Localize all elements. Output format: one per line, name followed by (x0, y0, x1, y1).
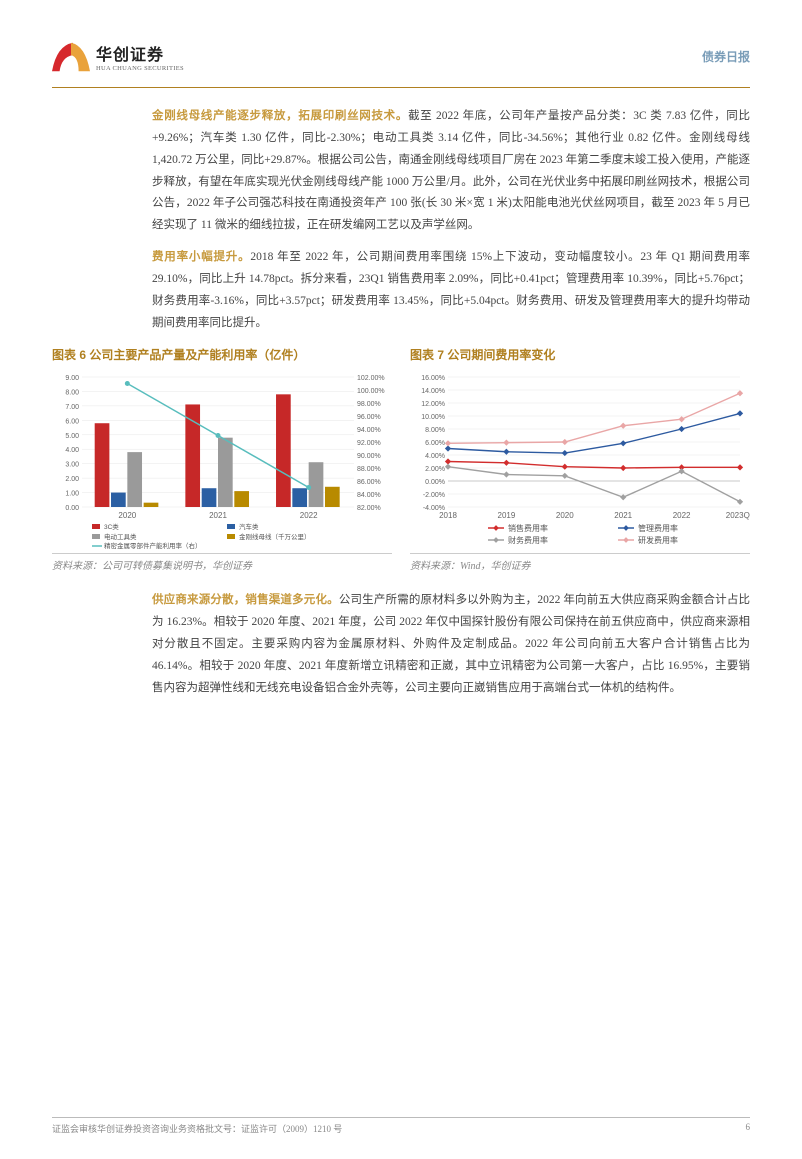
company-logo: 华创证券 HUA CHUANG SECURITIES (52, 38, 184, 76)
svg-text:2020: 2020 (118, 511, 136, 520)
paragraph-3: 供应商来源分散，销售渠道多元化。公司生产所需的原材料多以外购为主，2022 年向… (152, 590, 750, 699)
svg-text:90.00%: 90.00% (357, 453, 381, 460)
svg-text:金刚线母线（千万公里）: 金刚线母线（千万公里） (239, 532, 311, 541)
svg-text:14.00%: 14.00% (421, 388, 445, 395)
chart6-svg: 0.00 1.00 2.00 3.00 4.00 5.00 6.00 7.00 8.00 9.00… (52, 369, 392, 549)
svg-text:管理费用率: 管理费用率 (638, 523, 678, 533)
svg-text:5.00: 5.00 (65, 433, 79, 440)
svg-text:6.00: 6.00 (65, 419, 79, 426)
svg-text:88.00%: 88.00% (357, 466, 381, 473)
svg-text:92.00%: 92.00% (357, 440, 381, 447)
svg-text:84.00%: 84.00% (357, 492, 381, 499)
svg-text:16.00%: 16.00% (421, 375, 445, 382)
svg-text:2021: 2021 (614, 511, 632, 520)
logo-text-cn: 华创证券 (96, 41, 184, 65)
charts-row: 图表 6 公司主要产品产量及产能利用率（亿件） 0.00 1.00 2.00 3.00… (52, 346, 750, 572)
svg-text:2021: 2021 (209, 511, 227, 520)
chart7-title: 图表 7 公司期间费用率变化 (410, 346, 750, 363)
svg-text:8.00: 8.00 (65, 390, 79, 397)
para1-body: 截至 2022 年底，公司年产量按产品分类：3C 类 7.83 亿件，同比+9.… (152, 110, 750, 231)
svg-text:0.00%: 0.00% (425, 479, 445, 486)
svg-text:4.00: 4.00 (65, 448, 79, 455)
chart6-title: 图表 6 公司主要产品产量及产能利用率（亿件） (52, 346, 392, 363)
document-type: 债券日报 (702, 48, 750, 65)
chart7-svg: -4.00%-2.00%0.00%2.00%4.00%6.00%8.00%10.… (410, 369, 750, 549)
para1-lead: 金刚线母线产能逐步释放，拓展印刷丝网技术。 (152, 110, 408, 122)
svg-text:2022: 2022 (300, 511, 318, 520)
logo-text-en: HUA CHUANG SECURITIES (96, 65, 184, 72)
svg-text:8.00%: 8.00% (425, 427, 445, 434)
svg-text:电动工具类: 电动工具类 (104, 532, 137, 541)
svg-text:-2.00%: -2.00% (423, 492, 445, 499)
svg-text:82.00%: 82.00% (357, 505, 381, 512)
paragraph-1: 金刚线母线产能逐步释放，拓展印刷丝网技术。截至 2022 年底，公司年产量按产品… (152, 106, 750, 237)
svg-text:2.00%: 2.00% (425, 466, 445, 473)
svg-text:4.00%: 4.00% (425, 453, 445, 460)
chart7-source: 资料来源：Wind，华创证券 (410, 553, 750, 572)
svg-text:2020: 2020 (556, 511, 574, 520)
svg-text:102.00%: 102.00% (357, 375, 385, 382)
footer-page-num: 6 (746, 1122, 751, 1135)
svg-text:86.00%: 86.00% (357, 479, 381, 486)
svg-text:汽车类: 汽车类 (239, 522, 259, 531)
svg-text:7.00: 7.00 (65, 404, 79, 411)
svg-text:10.00%: 10.00% (421, 414, 445, 421)
svg-text:财务费用率: 财务费用率 (508, 535, 548, 545)
svg-text:6.00%: 6.00% (425, 440, 445, 447)
para3-lead: 供应商来源分散，销售渠道多元化。 (152, 594, 339, 606)
svg-text:2018: 2018 (439, 511, 457, 520)
page-footer: 证监会审核华创证券投资咨询业务资格批文号：证监许可（2009）1210 号 6 (52, 1117, 750, 1135)
svg-text:3.00: 3.00 (65, 462, 79, 469)
svg-text:2022: 2022 (673, 511, 691, 520)
svg-text:2.00: 2.00 (65, 477, 79, 484)
svg-text:2023Q1: 2023Q1 (726, 511, 750, 520)
footer-left: 证监会审核华创证券投资咨询业务资格批文号：证监许可（2009）1210 号 (52, 1122, 342, 1135)
svg-text:9.00: 9.00 (65, 375, 79, 382)
svg-text:96.00%: 96.00% (357, 414, 381, 421)
paragraph-2: 费用率小幅提升。2018 年至 2022 年，公司期间费用率围绕 15%上下波动… (152, 247, 750, 334)
svg-text:12.00%: 12.00% (421, 401, 445, 408)
svg-text:0.00: 0.00 (65, 505, 79, 512)
svg-text:3C类: 3C类 (104, 522, 119, 531)
svg-text:100.00%: 100.00% (357, 388, 385, 395)
svg-text:销售费用率: 销售费用率 (508, 523, 548, 533)
svg-text:精密金属零部件产能利用率（右）: 精密金属零部件产能利用率（右） (104, 541, 202, 549)
svg-text:2019: 2019 (498, 511, 516, 520)
page-header: 华创证券 HUA CHUANG SECURITIES 债券日报 (52, 26, 750, 88)
para3-body: 公司生产所需的原材料多以外购为主，2022 年向前五大供应商采购金额合计占比为 … (152, 594, 750, 693)
logo-mark-icon (52, 38, 90, 76)
svg-text:1.00: 1.00 (65, 491, 79, 498)
para2-lead: 费用率小幅提升。 (152, 251, 250, 263)
chart6-source: 资料来源：公司可转债募集说明书，华创证券 (52, 553, 392, 572)
svg-text:研发费用率: 研发费用率 (638, 535, 678, 545)
svg-text:98.00%: 98.00% (357, 401, 381, 408)
svg-text:94.00%: 94.00% (357, 427, 381, 434)
